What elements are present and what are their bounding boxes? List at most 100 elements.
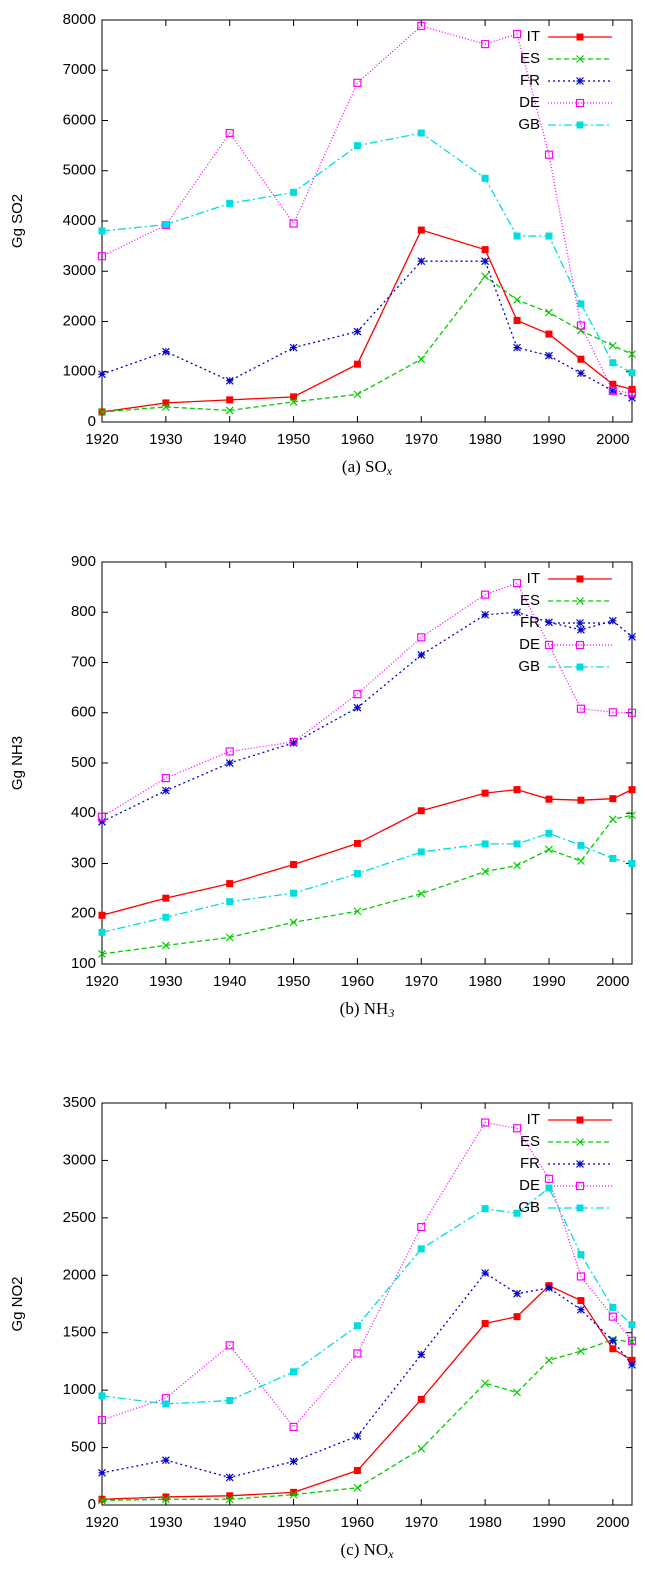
series-line	[101, 582, 633, 818]
x-tick-label: 1930	[149, 1514, 182, 1531]
marker	[513, 232, 521, 240]
marker	[627, 388, 637, 397]
marker	[289, 918, 298, 927]
legend-label: DE	[519, 1177, 540, 1194]
y-tick-label: 0	[88, 1496, 96, 1513]
marker	[161, 347, 170, 356]
x-tick-label: 1960	[341, 1514, 374, 1531]
legend-label: FR	[520, 72, 540, 89]
marker	[576, 625, 585, 634]
marker	[481, 272, 490, 281]
marker	[608, 386, 617, 395]
y-axis-label: Gg NH3	[9, 736, 26, 790]
marker	[225, 1341, 234, 1350]
legend-marker	[575, 1181, 585, 1191]
legend-marker	[575, 98, 585, 108]
marker	[628, 786, 636, 794]
marker	[162, 399, 170, 407]
marker	[98, 950, 106, 958]
marker	[161, 786, 170, 795]
marker	[417, 1395, 425, 1403]
marker	[513, 1313, 521, 1321]
marker	[545, 351, 553, 360]
caption-main: (c) NO	[341, 1540, 389, 1559]
marker	[289, 397, 298, 406]
marker	[417, 889, 426, 898]
x-tick-label: 2000	[596, 973, 629, 990]
marker	[353, 360, 361, 368]
marker	[608, 1336, 617, 1345]
y-axis-label: Gg SO2	[9, 194, 26, 248]
marker	[162, 894, 170, 902]
legend-marker	[576, 1204, 584, 1212]
marker	[577, 841, 585, 849]
marker	[545, 795, 553, 803]
marker	[576, 326, 585, 335]
series-line	[101, 814, 633, 955]
marker	[513, 1388, 521, 1397]
marker	[545, 845, 553, 854]
marker	[513, 295, 521, 304]
marker	[481, 1269, 490, 1277]
marker	[609, 795, 617, 803]
marker	[513, 786, 521, 794]
marker	[353, 142, 361, 150]
marker	[481, 590, 490, 599]
marker	[353, 327, 362, 336]
marker	[513, 1209, 521, 1217]
x-tick-label: 2000	[596, 431, 629, 448]
marker	[512, 29, 522, 39]
marker	[289, 343, 298, 352]
x-tick-label: 1980	[468, 431, 501, 448]
marker	[289, 219, 298, 228]
marker	[98, 1496, 106, 1505]
marker	[577, 1251, 585, 1259]
x-tick-label: 1920	[85, 431, 118, 448]
marker	[513, 840, 521, 848]
marker	[513, 861, 521, 870]
plot-frame	[101, 561, 633, 965]
marker	[576, 857, 585, 865]
marker	[226, 199, 234, 207]
x-tick-label: 1960	[341, 431, 374, 448]
legend-label: GB	[518, 1199, 540, 1216]
y-tick-label: 3000	[63, 1151, 96, 1168]
marker	[545, 829, 553, 837]
marker	[290, 393, 298, 401]
marker	[98, 911, 106, 919]
marker	[608, 386, 617, 395]
marker	[417, 1444, 426, 1453]
marker	[512, 579, 522, 588]
marker	[290, 889, 298, 897]
marker	[225, 759, 234, 767]
marker	[481, 1205, 489, 1213]
caption: (a) SOx	[342, 457, 393, 478]
marker	[576, 321, 586, 330]
marker	[544, 1174, 554, 1183]
legend-marker	[576, 77, 584, 85]
legend-label: GB	[518, 658, 540, 675]
x-tick-label: 1940	[213, 431, 246, 448]
legend-marker	[576, 663, 584, 671]
x-tick-label: 1970	[405, 973, 438, 990]
legend-marker	[576, 1138, 584, 1146]
marker	[628, 811, 636, 820]
x-tick-label: 1940	[213, 973, 246, 990]
marker	[481, 1118, 490, 1127]
x-tick-label: 1970	[405, 1514, 438, 1531]
y-tick-label: 2500	[63, 1209, 96, 1226]
x-tick-label: 1920	[85, 973, 118, 990]
x-tick-label: 1950	[277, 431, 310, 448]
marker	[98, 370, 106, 379]
legend-label: FR	[520, 614, 540, 631]
marker	[97, 252, 107, 261]
x-tick-label: 1950	[277, 973, 310, 990]
marker	[545, 1283, 553, 1292]
marker	[545, 618, 553, 627]
marker	[608, 1312, 617, 1321]
marker	[417, 1245, 425, 1253]
marker	[417, 848, 425, 856]
marker	[290, 1488, 298, 1496]
x-tick-label: 1950	[277, 1514, 310, 1531]
